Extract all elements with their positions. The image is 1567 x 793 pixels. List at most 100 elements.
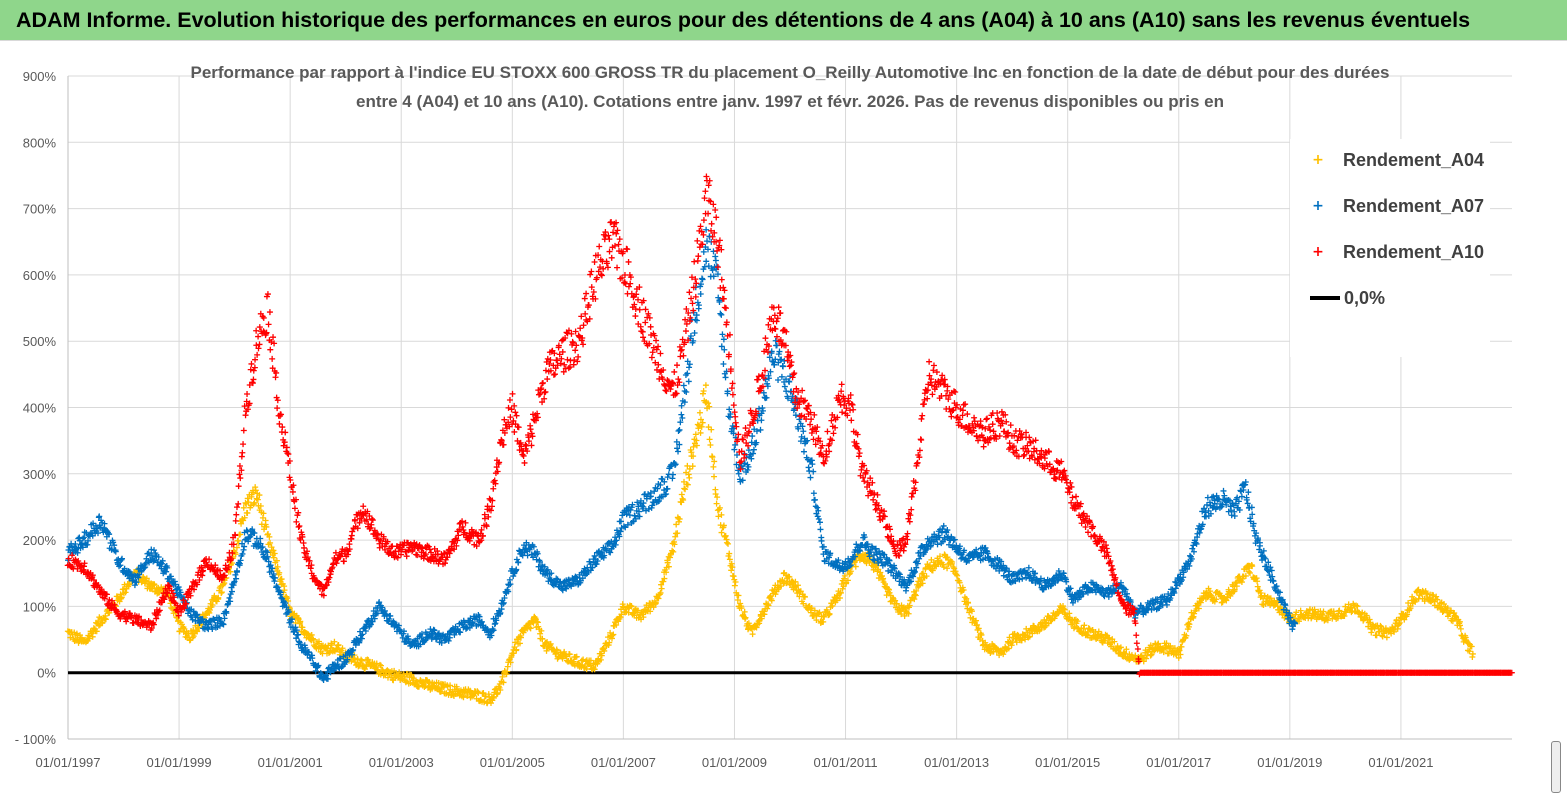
data-point-Rendement_A10	[645, 311, 651, 317]
data-point-Rendement_A10	[709, 221, 715, 227]
data-point-Rendement_A10	[257, 324, 263, 330]
data-point-Rendement_A07	[782, 384, 788, 390]
data-point-Rendement_A10	[514, 413, 520, 419]
data-point-Rendement_A04	[944, 565, 950, 571]
data-point-Rendement_A07	[758, 427, 764, 433]
data-point-Rendement_A10	[293, 519, 299, 525]
data-point-Rendement_A10	[592, 259, 598, 265]
data-point-Rendement_A10	[710, 201, 716, 207]
data-point-Rendement_A10	[241, 427, 247, 433]
x-tick-label: 01/01/2021	[1368, 755, 1433, 770]
data-point-Rendement_A10	[607, 249, 613, 255]
data-point-Rendement_A04	[719, 530, 725, 536]
data-point-Rendement_A10	[614, 265, 620, 271]
data-point-Rendement_A10	[713, 214, 719, 220]
chart-area: - 100%0%100%200%300%400%500%600%700%800%…	[0, 40, 1567, 791]
data-point-Rendement_A10	[233, 518, 239, 524]
data-point-Rendement_A07	[780, 364, 786, 370]
data-point-Rendement_A10	[712, 207, 718, 213]
data-point-Rendement_A04	[707, 436, 713, 442]
data-point-Rendement_A04	[1380, 633, 1386, 639]
x-tick-label: 01/01/2009	[702, 755, 767, 770]
data-point-Rendement_A10	[694, 238, 700, 244]
y-tick-label: 200%	[23, 533, 57, 548]
data-point-Rendement_A04	[723, 533, 729, 539]
data-point-Rendement_A07	[686, 364, 692, 370]
data-point-Rendement_A10	[638, 328, 644, 334]
data-point-Rendement_A10	[582, 296, 588, 302]
data-point-Rendement_A10	[580, 341, 586, 347]
data-point-Rendement_A10	[698, 223, 704, 229]
data-point-Rendement_A10	[632, 313, 638, 319]
data-point-Rendement_A10	[279, 424, 285, 430]
data-point-Rendement_A10	[251, 368, 257, 374]
data-point-Rendement_A07	[814, 505, 820, 511]
data-point-Rendement_A10	[551, 372, 557, 378]
data-point-Rendement_A10	[588, 268, 594, 274]
data-point-Rendement_A07	[227, 595, 233, 601]
data-point-Rendement_A07	[712, 254, 718, 260]
data-point-Rendement_A10	[404, 553, 410, 559]
data-point-Rendement_A10	[512, 409, 518, 415]
data-point-Rendement_A07	[819, 538, 825, 544]
y-tick-label: 300%	[23, 467, 57, 482]
data-point-Rendement_A10	[256, 341, 262, 347]
data-point-Rendement_A04	[711, 474, 717, 480]
data-point-Rendement_A10	[276, 421, 282, 427]
data-point-Rendement_A10	[296, 524, 302, 530]
data-point-Rendement_A07	[775, 377, 781, 383]
data-point-Rendement_A07	[676, 427, 682, 433]
data-point-Rendement_A07	[817, 526, 823, 532]
data-point-Rendement_A07	[718, 312, 724, 318]
data-point-Rendement_A10	[536, 392, 542, 398]
data-point-Rendement_A07	[1001, 573, 1007, 579]
data-point-Rendement_A04	[1081, 622, 1087, 628]
data-point-Rendement_A07	[719, 331, 725, 337]
data-point-Rendement_A10	[360, 503, 366, 509]
data-point-Rendement_A10	[522, 460, 528, 466]
data-point-Rendement_A07	[751, 447, 757, 453]
y-tick-label: 800%	[23, 135, 57, 150]
data-point-Rendement_A10	[717, 237, 723, 243]
data-point-Rendement_A04	[265, 531, 271, 537]
data-point-Rendement_A10	[544, 376, 550, 382]
data-point-Rendement_A10	[248, 361, 254, 367]
data-point-Rendement_A10	[643, 306, 649, 312]
data-point-Rendement_A10	[626, 259, 632, 265]
data-point-Rendement_A04	[693, 431, 699, 437]
data-point-Rendement_A04	[728, 567, 734, 573]
data-point-Rendement_A10	[581, 322, 587, 328]
data-point-Rendement_A10	[566, 365, 572, 371]
data-point-Rendement_A10	[674, 362, 680, 368]
data-point-Rendement_A10	[626, 284, 632, 290]
data-point-Rendement_A10	[282, 429, 288, 435]
data-point-Rendement_A10	[540, 380, 546, 386]
data-point-Rendement_A10	[234, 504, 240, 510]
data-point-Rendement_A04	[659, 586, 665, 592]
data-point-Rendement_A10	[587, 272, 593, 278]
data-point-Rendement_A04	[707, 442, 713, 448]
x-tick-label: 01/01/2003	[369, 755, 434, 770]
data-point-Rendement_A04	[1458, 626, 1464, 632]
data-point-Rendement_A10	[519, 452, 525, 458]
data-point-Rendement_A04	[732, 583, 738, 589]
data-point-Rendement_A10	[695, 253, 701, 259]
data-point-Rendement_A07	[749, 433, 755, 439]
data-point-Rendement_A10	[616, 241, 622, 247]
data-point-Rendement_A10	[240, 441, 246, 447]
x-tick-label: 01/01/2017	[1146, 755, 1211, 770]
data-point-Rendement_A10	[596, 244, 602, 250]
data-point-Rendement_A07	[811, 490, 817, 496]
data-point-Rendement_A10	[683, 328, 689, 334]
x-tick-label: 01/01/2015	[1035, 755, 1100, 770]
data-point-Rendement_A07	[675, 448, 681, 454]
data-point-Rendement_A07	[807, 475, 813, 481]
data-point-Rendement_A10	[701, 217, 707, 223]
data-point-Rendement_A10	[267, 347, 273, 353]
data-point-Rendement_A10	[552, 371, 558, 377]
data-point-Rendement_A10	[675, 376, 681, 382]
data-point-Rendement_A07	[1019, 576, 1025, 582]
data-point-Rendement_A10	[530, 433, 536, 439]
data-point-Rendement_A10	[274, 405, 280, 411]
data-point-Rendement_A04	[724, 540, 730, 546]
